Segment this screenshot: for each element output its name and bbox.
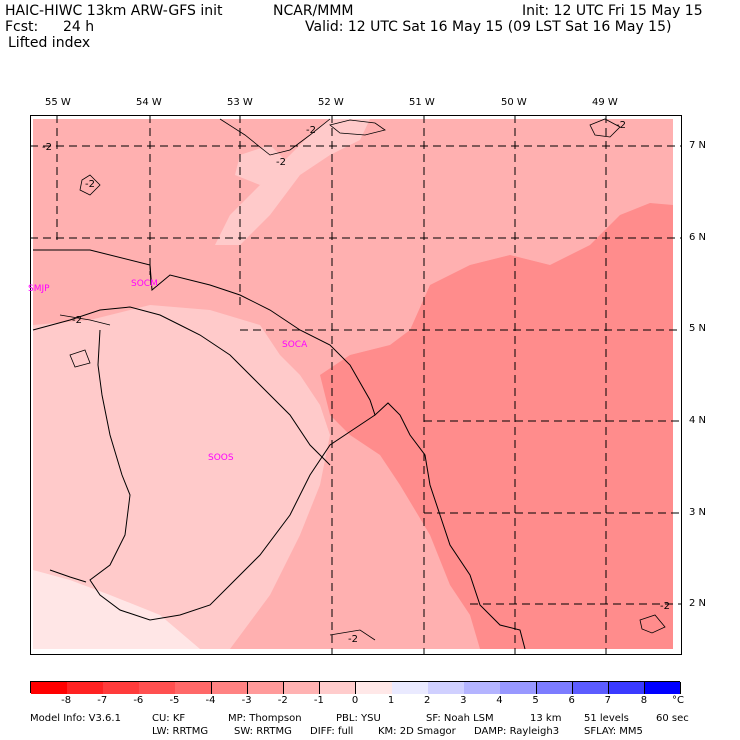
footer-lw: LW: RRTMG	[152, 726, 209, 737]
contour-label: -2	[616, 120, 626, 131]
colorbar-swatch	[31, 682, 68, 694]
organization: NCAR/MMM	[273, 3, 354, 19]
footer-model-info: Model Info: V3.6.1	[30, 713, 121, 724]
footer-damp: DAMP: Rayleigh3	[474, 726, 560, 737]
lon-label: 53 W	[227, 97, 253, 108]
contour-label: -2	[42, 142, 52, 153]
lifted-index-map: -2 -2 -2 -2 -2 -2 -2 -2	[30, 115, 682, 655]
lon-label: 55 W	[45, 97, 71, 108]
colorbar-tick-label: -1	[313, 695, 324, 706]
shade-region-lightest	[33, 570, 200, 649]
shade-region-dark	[320, 203, 673, 649]
colorbar-tick-label: 7	[604, 695, 611, 706]
colorbar-swatch	[67, 682, 104, 694]
contour-labels: -2 -2 -2 -2 -2 -2 -2 -2	[42, 120, 670, 645]
colorbar-swatch	[211, 682, 249, 694]
colorbar-tick-label: -6	[133, 695, 144, 706]
footer-sw: SW: RRTMG	[234, 726, 292, 737]
station-label: SOCA	[282, 340, 308, 350]
lat-label: 2 N	[689, 598, 707, 609]
colorbar-swatch	[428, 682, 465, 694]
station-label: SOCM	[131, 279, 158, 289]
colorbar-tick-label: 4	[496, 695, 503, 706]
lon-label: 49 W	[592, 97, 618, 108]
lon-label: 50 W	[501, 97, 527, 108]
footer-sf: SF: Noah LSM	[426, 713, 494, 724]
colorbar-swatch	[608, 682, 646, 694]
field-name: Lifted index	[8, 35, 91, 51]
colorbar-swatch	[319, 682, 357, 694]
contour-label: -2	[306, 125, 316, 136]
colorbar-swatch	[536, 682, 574, 694]
footer-pbl: PBL: YSU	[336, 713, 381, 724]
valid-time: Valid: 12 UTC Sat 16 May 15 (09 LST Sat …	[305, 19, 672, 35]
colorbar-swatch	[392, 682, 429, 694]
colorbar-tick-label: -2	[277, 695, 288, 706]
station-label: SMJP	[28, 284, 50, 294]
footer-resolution: 13 km	[530, 713, 562, 724]
forecast-label: Fcst:	[5, 19, 39, 35]
colorbar-tick-label: -7	[97, 695, 108, 706]
init-time: Init: 12 UTC Fri 15 May 15	[522, 3, 703, 19]
contours-minus-2	[59, 118, 666, 641]
lat-label: 3 N	[689, 507, 707, 518]
colorbar-swatch	[247, 682, 285, 694]
lon-label: 54 W	[136, 97, 162, 108]
colorbar-tick-label: 1	[387, 695, 395, 706]
colorbar-tick-label: -5	[169, 695, 180, 706]
colorbar	[30, 681, 682, 694]
colorbar-tick-label: 8	[640, 695, 648, 706]
contour-label: -2	[660, 601, 670, 612]
colorbar-swatch	[572, 682, 610, 694]
station-label: SOOS	[208, 453, 234, 463]
contour-label: -2	[85, 179, 95, 190]
footer-timestep: 60 sec	[656, 713, 689, 724]
shade-patch-north-small	[235, 145, 290, 185]
forecast-hour: 24 h	[63, 19, 95, 35]
colorbar-swatch	[500, 682, 538, 694]
colorbar-swatch	[464, 682, 501, 694]
model-title: HAIC-HIWC 13km ARW-GFS init	[5, 3, 223, 19]
colorbar-swatch	[356, 682, 393, 694]
footer-mp: MP: Thompson	[228, 713, 302, 724]
map-frame	[30, 115, 682, 655]
colorbar-tick-label: 3	[460, 695, 467, 706]
colorbar-swatch	[103, 682, 140, 694]
colorbar-tick-label: 5	[532, 695, 539, 706]
contour-label: -2	[276, 157, 286, 168]
colorbar-swatch	[644, 682, 682, 694]
lat-label: 6 N	[689, 232, 707, 243]
colorbar-tick-label: -3	[241, 695, 252, 706]
footer-levels: 51 levels	[584, 713, 629, 724]
footer-diff: DIFF: full	[310, 726, 354, 737]
shade-patch-north	[215, 119, 370, 245]
contour-label: -2	[72, 315, 82, 326]
shade-region-light	[33, 305, 330, 649]
lon-label: 51 W	[409, 97, 435, 108]
colorbar-swatch	[175, 682, 213, 694]
footer-km: KM: 2D Smagor	[378, 726, 456, 737]
coastline-borders	[32, 249, 526, 650]
lat-label: 7 N	[689, 140, 707, 151]
colorbar-tick-label: 2	[424, 695, 431, 706]
lat-lon-grid	[30, 115, 682, 655]
colorbar-swatch	[283, 682, 321, 694]
lat-label: 4 N	[689, 415, 707, 426]
colorbar-tick-label: -4	[205, 695, 216, 706]
lon-label: 52 W	[318, 97, 344, 108]
footer-cu: CU: KF	[152, 713, 186, 724]
colorbar-unit: °C	[672, 695, 684, 706]
footer-sflay: SFLAY: MM5	[584, 726, 643, 737]
colorbar-tick-label: -8	[61, 695, 72, 706]
colorbar-tick-label: 6	[568, 695, 575, 706]
contour-label: -2	[348, 634, 358, 645]
colorbar-tick-label: 0	[351, 695, 359, 706]
colorbar-swatch	[139, 682, 176, 694]
lat-label: 5 N	[689, 323, 707, 334]
